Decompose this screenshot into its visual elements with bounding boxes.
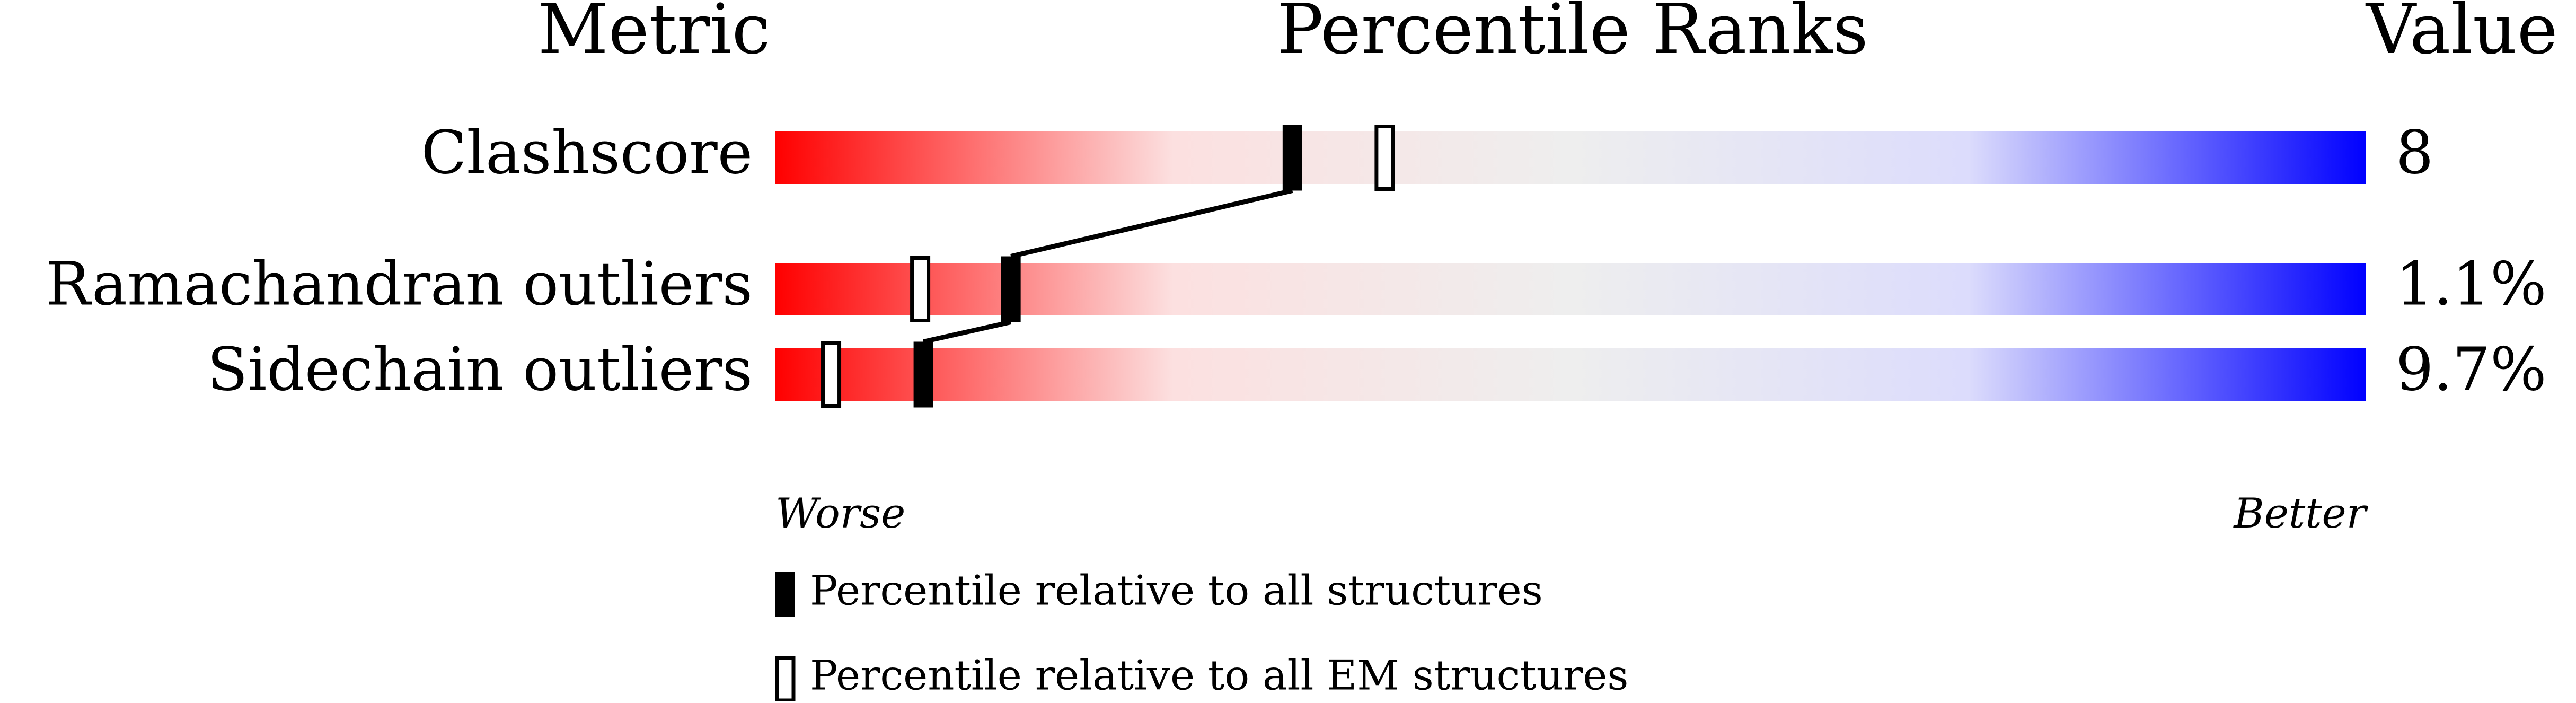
metric-label: Sidechain outliers (207, 336, 753, 405)
marker-open (910, 256, 931, 322)
metric-value: 8 (2396, 119, 2433, 188)
percentile-bar (775, 348, 2366, 401)
worse-label: Worse (775, 490, 905, 538)
metric-label: Ramachandran outliers (46, 250, 753, 319)
legend-swatch (775, 572, 795, 617)
metric-value: 9.7% (2396, 336, 2547, 405)
metric-label: Clashscore (421, 119, 753, 188)
marker-open (1374, 125, 1395, 191)
header-value: Value (2365, 0, 2558, 69)
legend-swatch (775, 656, 796, 702)
header-metric: Metric (538, 0, 771, 69)
connector (1010, 188, 1293, 259)
percentile-bar (775, 263, 2366, 315)
connector (923, 320, 1012, 344)
legend-label: Percentile relative to all structures (810, 567, 1543, 615)
metric-value: 1.1% (2396, 250, 2547, 319)
percentile-bar (775, 131, 2366, 184)
header-percentile: Percentile Ranks (1277, 0, 1868, 69)
better-label: Better (2233, 490, 2368, 538)
marker-filled (913, 341, 933, 408)
legend-label: Percentile relative to all EM structures (810, 652, 1628, 700)
marker-filled (1001, 256, 1021, 322)
marker-filled (1282, 125, 1302, 191)
marker-open (821, 341, 842, 408)
